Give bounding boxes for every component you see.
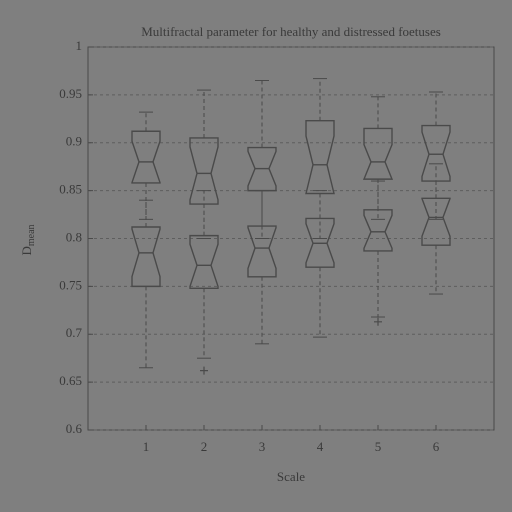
y-axis-label: Dmean (19, 224, 37, 255)
y-tick-label: 0.85 (59, 182, 82, 197)
x-tick-label: 4 (317, 439, 324, 454)
box (362, 127, 394, 180)
box (247, 146, 277, 192)
y-tick-label: 0.65 (59, 373, 82, 388)
x-axis-label: Scale (277, 469, 305, 484)
outlier (200, 366, 208, 375)
box (131, 226, 161, 288)
y-tick-label: 0.95 (59, 86, 82, 101)
box (189, 137, 219, 205)
box (421, 197, 451, 246)
y-label-sub: mean (26, 224, 37, 246)
x-tick-label: 3 (259, 439, 266, 454)
y-tick-label: 0.7 (66, 325, 83, 340)
box (421, 124, 451, 182)
outlier (374, 317, 382, 326)
box (305, 217, 335, 268)
y-tick-label: 0.9 (66, 134, 82, 149)
y-label: D (19, 246, 34, 255)
y-tick-label: 0.6 (66, 421, 83, 436)
y-tick-label: 1 (76, 38, 83, 53)
box (305, 120, 335, 195)
y-tick-label: 0.8 (66, 229, 82, 244)
box (363, 209, 393, 252)
y-tick-label: 0.75 (59, 277, 82, 292)
x-tick-label: 5 (375, 439, 382, 454)
x-tick-label: 6 (433, 439, 440, 454)
x-tick-label: 1 (143, 439, 150, 454)
box (247, 225, 277, 278)
box (189, 234, 219, 289)
x-tick-label: 2 (201, 439, 208, 454)
y-axis-label-main: Dmean (19, 224, 37, 255)
chart-title: Multifractal parameter for healthy and d… (141, 24, 441, 39)
box (131, 130, 161, 184)
